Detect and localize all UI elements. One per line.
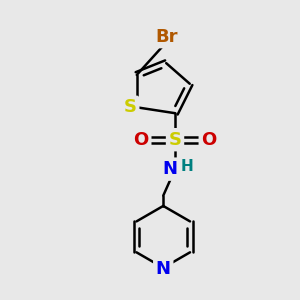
Text: S: S	[169, 131, 182, 149]
Text: S: S	[124, 98, 137, 116]
Text: O: O	[201, 131, 217, 149]
Text: H: H	[181, 159, 194, 174]
Text: Br: Br	[155, 28, 177, 46]
Text: N: N	[156, 260, 171, 278]
Text: O: O	[134, 131, 149, 149]
Text: N: N	[162, 160, 177, 178]
